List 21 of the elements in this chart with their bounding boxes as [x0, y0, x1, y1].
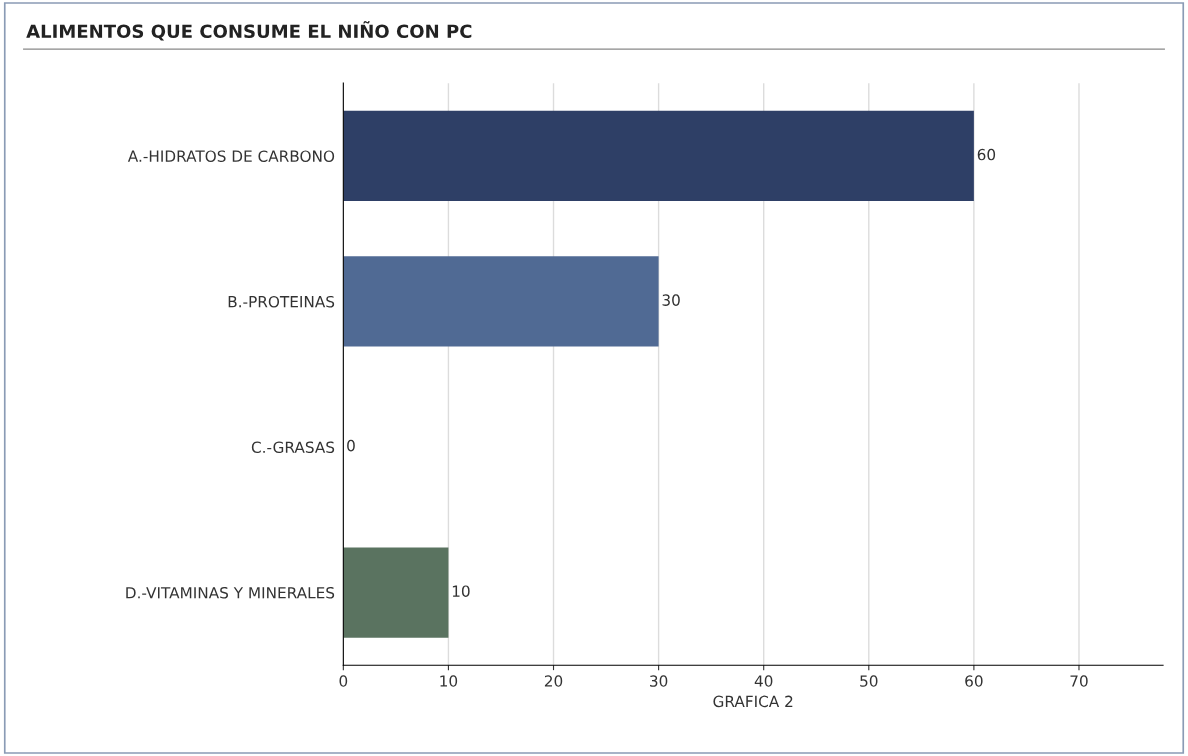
data-label: 60: [977, 148, 996, 161]
x-axis-title: GRAFICA 2: [713, 695, 793, 708]
x-tick-label: 50: [860, 675, 878, 687]
data-label: 30: [662, 294, 680, 306]
x-tick-label: 10: [440, 675, 458, 687]
bar: [343, 256, 659, 347]
y-tick-label: B.-PROTEINAS: [228, 295, 335, 308]
chart-title: ALIMENTOS QUE CONSUME EL NIÑO CON PC: [26, 21, 472, 41]
bar: [343, 110, 974, 202]
y-tick-label: D.-VITAMINAS Y MINERALES: [126, 586, 335, 599]
bar: [343, 547, 449, 638]
y-tick-label: C.-GRASAS: [251, 441, 335, 454]
x-tick-label: 20: [544, 675, 563, 687]
x-tick-label: 70: [1070, 675, 1088, 687]
x-tick-label: 60: [965, 675, 983, 687]
x-tick-label: 40: [754, 675, 773, 687]
x-tick-label: 30: [650, 675, 668, 687]
x-tick-label: 0: [339, 675, 348, 687]
data-label: 0: [347, 439, 355, 452]
data-label: 10: [452, 585, 470, 597]
y-tick-label: A.-HIDRATOS DE CARBONO: [127, 150, 335, 162]
